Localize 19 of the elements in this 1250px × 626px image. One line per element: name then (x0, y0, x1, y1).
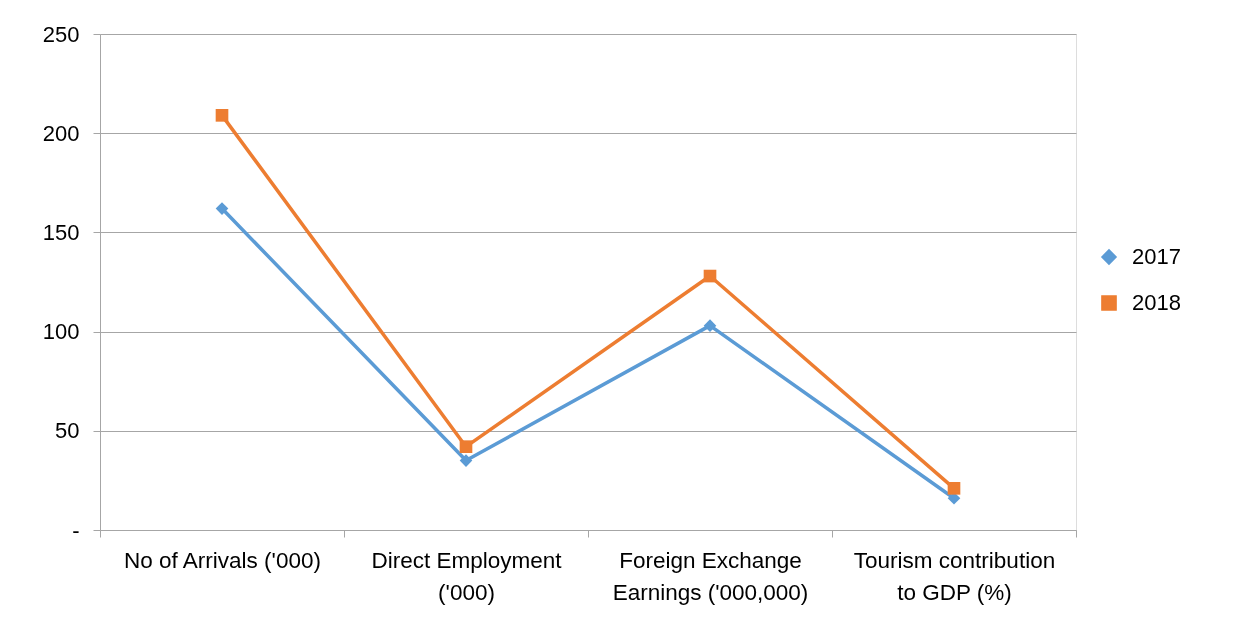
y-tick-label: 100 (42, 319, 80, 345)
point (215, 109, 229, 122)
point (459, 440, 473, 453)
y-tick-label: - (72, 517, 80, 543)
x-tick-label: Foreign Exchange Earnings ('000,000) (612, 547, 809, 605)
y-tick-label: 150 (42, 219, 80, 245)
point (703, 269, 717, 283)
point (947, 482, 961, 495)
legend-label: 2017 (1132, 244, 1181, 269)
x-tick-label: Tourism contribution to GDP (%) (853, 547, 1056, 605)
y-tick-label: 50 (55, 418, 80, 444)
point (215, 202, 229, 215)
point (459, 454, 473, 467)
y-tick-label: 200 (42, 120, 80, 146)
legend-label: 2018 (1132, 290, 1181, 315)
y-tick-label: 250 (42, 21, 80, 47)
x-tick-label: Direct Employment ('000) (371, 547, 563, 605)
point (703, 319, 717, 332)
x-tick-label: No of Arrivals ('000) (124, 547, 321, 573)
